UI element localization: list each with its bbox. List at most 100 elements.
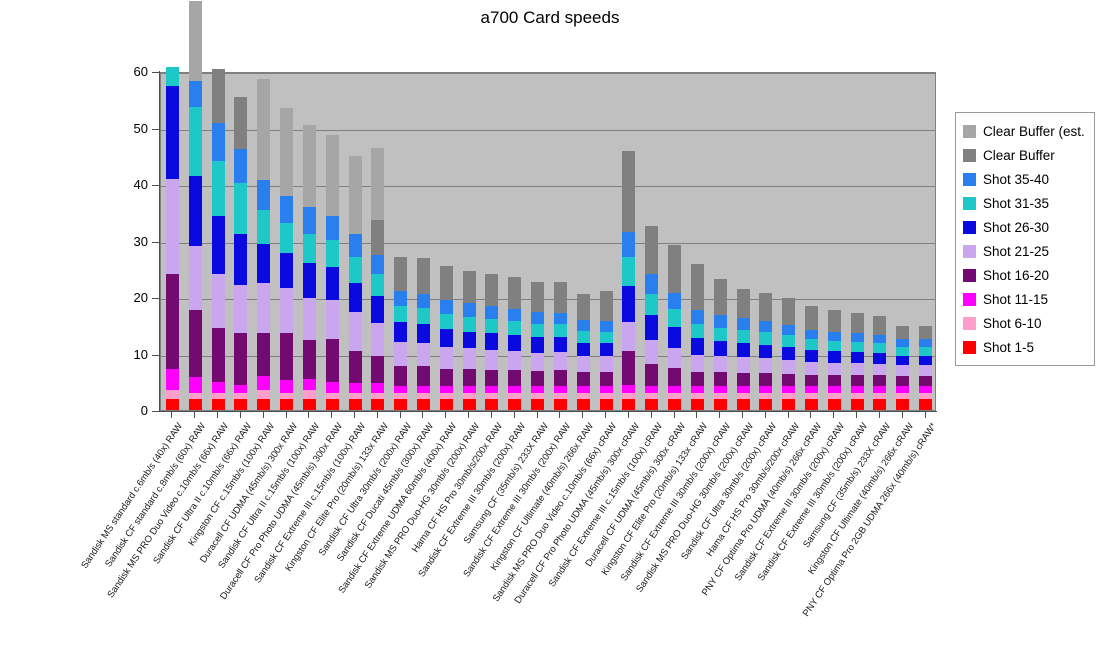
x-axis-tick [308, 412, 309, 418]
legend-item-label: Shot 6-10 [983, 315, 1042, 331]
x-axis-tick [719, 412, 720, 418]
bar-segment [302, 233, 316, 264]
bar[interactable] [531, 282, 545, 410]
bar-segment [827, 341, 841, 352]
bar-segment [896, 398, 910, 410]
bar[interactable] [462, 270, 476, 410]
bar[interactable] [622, 150, 636, 410]
bar-segment [280, 333, 294, 380]
plot-area [160, 0, 936, 411]
gridline [161, 129, 935, 131]
legend-item[interactable]: Shot 1-5 [963, 335, 1089, 359]
bar[interactable] [485, 274, 499, 410]
legend-item[interactable]: Shot 21-25 [963, 239, 1089, 263]
bar[interactable] [188, 0, 202, 410]
bar-segment [302, 263, 316, 298]
bar-segment [485, 274, 499, 307]
legend-item[interactable]: Shot 26-30 [963, 215, 1089, 239]
bar-segment [234, 234, 248, 285]
bar[interactable] [804, 305, 818, 410]
bar[interactable] [234, 96, 248, 410]
legend-item[interactable]: Shot 6-10 [963, 311, 1089, 335]
bar-segment [165, 274, 179, 370]
bar-segment [531, 312, 545, 325]
bar-segment [348, 311, 362, 352]
bar-segment [302, 378, 316, 391]
legend-item[interactable]: Clear Buffer (est. [963, 119, 1089, 143]
bar-segment [508, 398, 522, 410]
bar[interactable] [759, 293, 773, 410]
bar-segment [257, 78, 271, 181]
y-axis-tick-label: 20 [133, 290, 148, 305]
bar[interactable] [553, 282, 567, 410]
bar-segment [553, 369, 567, 387]
bar-segment [165, 67, 179, 86]
bar[interactable] [576, 294, 590, 410]
bar-segment [325, 338, 339, 382]
x-axis-tick [902, 412, 903, 418]
bar[interactable] [850, 312, 864, 410]
bar[interactable] [713, 278, 727, 410]
bar-segment [804, 386, 818, 394]
bar[interactable] [302, 124, 316, 410]
bar-segment [645, 314, 659, 340]
bar-segment [416, 342, 430, 366]
bar-segment [348, 398, 362, 410]
bar-segment [782, 297, 796, 325]
bar-segment [553, 386, 567, 394]
bar[interactable] [690, 264, 704, 410]
bar[interactable] [394, 256, 408, 410]
bar-segment [416, 398, 430, 410]
bar-segment [736, 317, 750, 330]
bar-segment [439, 398, 453, 410]
bar[interactable] [439, 265, 453, 410]
bar[interactable] [371, 148, 385, 410]
bar[interactable] [211, 68, 225, 410]
bar-segment [508, 308, 522, 322]
legend-item[interactable]: Clear Buffer [963, 143, 1089, 167]
bar-segment [302, 339, 316, 379]
bar-segment [645, 339, 659, 365]
bar-segment [371, 323, 385, 356]
bar[interactable] [348, 156, 362, 410]
bar-segment [736, 289, 750, 318]
bar-segment [325, 299, 339, 339]
bar-segment [850, 398, 864, 410]
bar[interactable] [257, 78, 271, 410]
legend-item[interactable]: Shot 35-40 [963, 167, 1089, 191]
bar[interactable] [736, 289, 750, 410]
bar-segment [690, 398, 704, 410]
bar[interactable] [165, 67, 179, 410]
bar-segment [804, 329, 818, 340]
bar-segment [165, 178, 179, 275]
legend-item-label: Clear Buffer [983, 147, 1055, 163]
legend-item[interactable]: Shot 31-35 [963, 191, 1089, 215]
bar[interactable] [325, 135, 339, 410]
bar[interactable] [668, 244, 682, 410]
bar-segment [234, 398, 248, 410]
bar[interactable] [827, 309, 841, 410]
bar[interactable] [416, 257, 430, 410]
gridline [161, 73, 935, 74]
bar-segment [576, 320, 590, 331]
legend-swatch-icon [963, 172, 976, 186]
bar-segment [713, 278, 727, 316]
y-axis-tick-label: 0 [140, 403, 148, 418]
legend-item[interactable]: Shot 16-20 [963, 263, 1089, 287]
bar[interactable] [280, 108, 294, 410]
x-axis-tick [240, 412, 241, 418]
bar[interactable] [508, 276, 522, 410]
bar[interactable] [873, 316, 887, 410]
bar[interactable] [919, 326, 933, 410]
bar-segment [622, 398, 636, 410]
bar-segment [919, 398, 933, 410]
bar[interactable] [645, 225, 659, 410]
bar-segment [394, 398, 408, 410]
x-axis-tick [765, 412, 766, 418]
y-axis-tick-label: 40 [133, 177, 148, 192]
bar-segment [188, 377, 202, 394]
bar[interactable] [782, 297, 796, 410]
legend-item[interactable]: Shot 11-15 [963, 287, 1089, 311]
bar[interactable] [896, 326, 910, 410]
bar[interactable] [599, 290, 613, 410]
